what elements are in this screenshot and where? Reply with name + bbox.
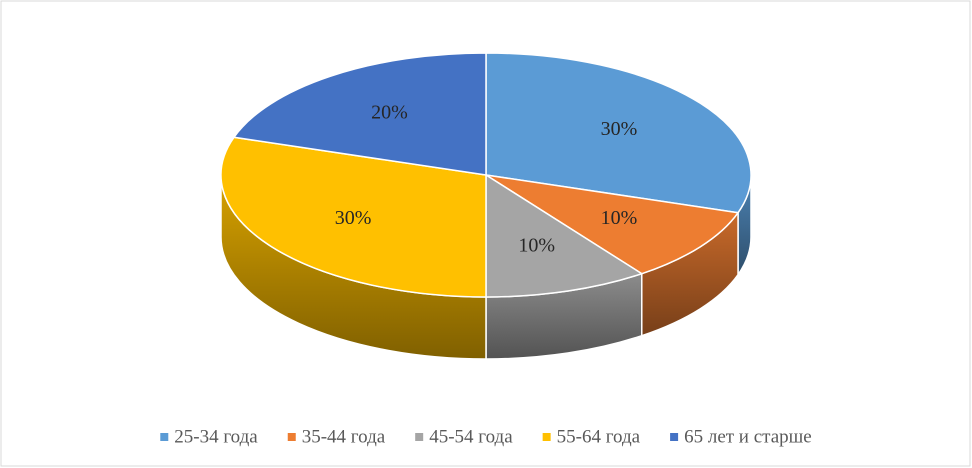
legend-label: 25-34 года <box>174 426 258 447</box>
slice <box>485 173 644 298</box>
legend-label: 35-44 года <box>302 426 386 447</box>
legend: 25-34 года 35-44 года 45-54 года 55-64 года… <box>160 426 812 447</box>
pie: 30% 10% 10% 30% 20% <box>220 52 752 360</box>
legend-label: 65 лет и старше <box>684 426 812 447</box>
legend-swatch <box>160 433 169 441</box>
data-label: 10% <box>601 207 638 229</box>
legend-swatch <box>542 433 551 441</box>
legend-label: 55-64 года <box>557 426 641 447</box>
legend-swatch <box>287 433 296 441</box>
slice <box>485 174 740 275</box>
data-label: 30% <box>335 207 372 229</box>
slice <box>220 136 487 298</box>
legend-swatch <box>670 433 679 441</box>
data-label: 30% <box>601 118 638 140</box>
slice <box>232 52 487 176</box>
legend-swatch <box>415 433 424 441</box>
data-label: 10% <box>518 235 555 257</box>
slice <box>485 52 752 214</box>
legend-label: 45-54 года <box>429 426 513 447</box>
data-label: 20% <box>371 101 408 123</box>
